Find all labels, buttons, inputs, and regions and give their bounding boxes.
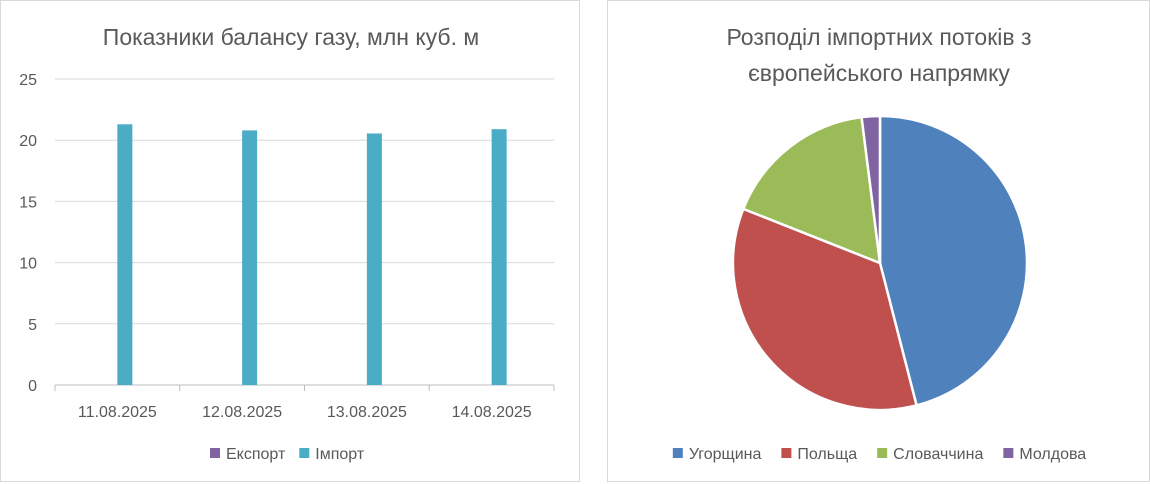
pie-slice-Угорщина — [878, 114, 1029, 407]
y-tick-label: 0 — [28, 378, 37, 395]
legend-swatch — [210, 448, 220, 458]
legend-swatch — [299, 448, 310, 458]
pie-chart-title-line-2: європейського напрямку — [748, 60, 1010, 86]
pie-slice-Словаччина — [741, 115, 882, 265]
bar-Імпорт — [242, 130, 258, 385]
y-tick-label: 25 — [19, 72, 37, 89]
pie-chart-panel: Розподіл імпортних потоків з європейсько… — [607, 0, 1150, 482]
pie-chart-title-line-1: Розподіл імпортних потоків з — [726, 24, 1031, 50]
y-tick-label: 10 — [19, 256, 37, 273]
pie-chart: Розподіл імпортних потоків з європейсько… — [672, 24, 1086, 463]
legend-swatch — [781, 448, 792, 458]
legend-swatch — [672, 448, 683, 458]
y-tick-label: 15 — [19, 194, 37, 211]
x-tick-label: 12.08.2025 — [202, 404, 282, 421]
legend-swatch — [877, 448, 888, 458]
legend-swatch — [1003, 448, 1014, 458]
bar-chart-panel: Показники балансу газу, млн куб. м 11.08… — [0, 0, 580, 482]
legend-label: Словаччина — [893, 446, 983, 463]
pie-slice-Польща — [731, 207, 919, 412]
bar-chart: Показники балансу газу, млн куб. м 11.08… — [19, 24, 555, 463]
bar-Імпорт — [491, 129, 507, 385]
x-tick-label: 11.08.2025 — [78, 404, 157, 421]
y-tick-label: 5 — [28, 317, 37, 334]
bar-Імпорт — [117, 124, 133, 386]
pie-slice-Молдова — [860, 114, 882, 264]
x-tick-label: 13.08.2025 — [327, 404, 407, 421]
legend-label: Молдова — [1019, 446, 1086, 463]
legend-label: Експорт — [226, 446, 286, 463]
legend-label: Польща — [797, 446, 857, 463]
legend-label: Угорщина — [689, 446, 762, 463]
bar-Імпорт — [366, 133, 382, 385]
y-tick-label: 20 — [19, 133, 37, 150]
x-tick-label: 14.08.2025 — [452, 404, 532, 421]
bar-chart-title: Показники балансу газу, млн куб. м — [103, 24, 479, 50]
legend-label: Імпорт — [315, 446, 365, 463]
